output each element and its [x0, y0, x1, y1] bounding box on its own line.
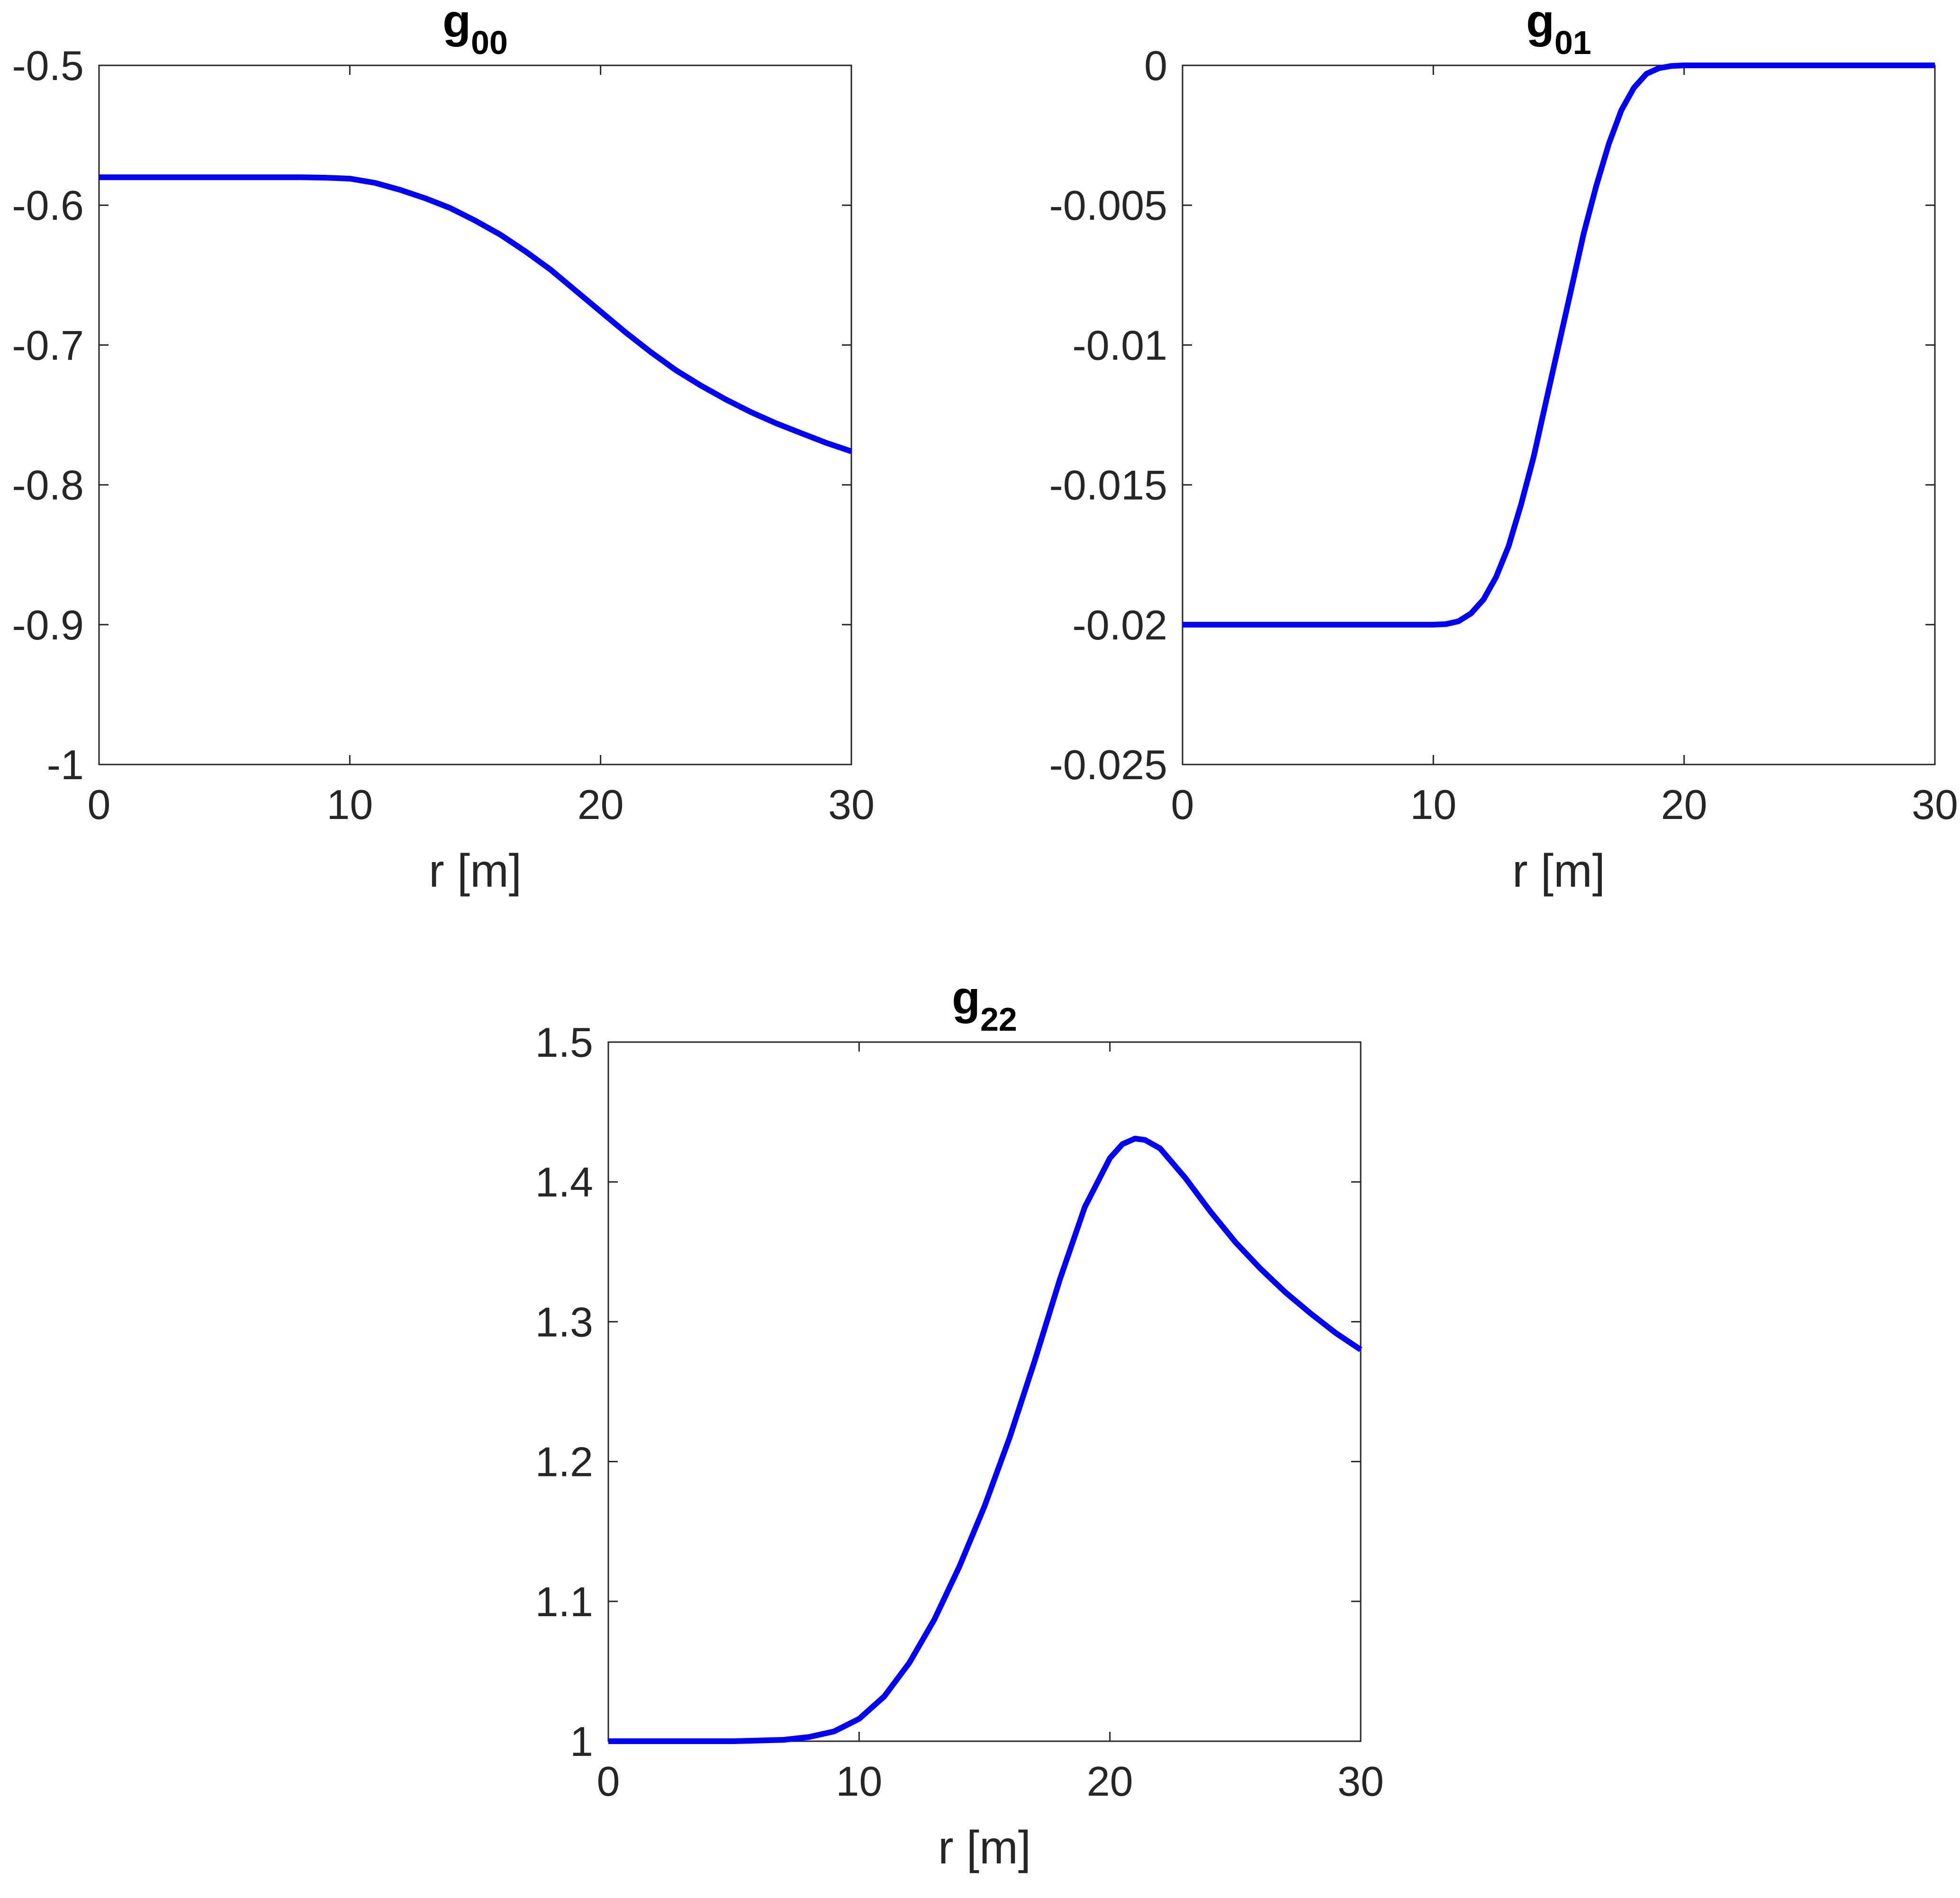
y-tick-label: -0.5	[12, 42, 84, 89]
y-tick-label: -0.8	[12, 462, 84, 509]
x-axis-label: r [m]	[429, 845, 522, 897]
chart-title-subscript: 22	[980, 1001, 1017, 1038]
y-tick-label: -1	[47, 741, 84, 788]
plot-area-frame	[1182, 64, 1936, 765]
y-tick-label: 1.4	[535, 1159, 593, 1205]
x-tick-label: 30	[1337, 1758, 1384, 1805]
y-tick-label: -0.01	[1072, 322, 1167, 369]
y-tick-label: -0.02	[1072, 602, 1167, 648]
y-tick-label: -0.6	[12, 182, 84, 229]
series-line-0	[1183, 63, 1935, 628]
series-line-0	[99, 174, 852, 454]
x-tick-label: 0	[88, 781, 111, 828]
chart-title-symbol: g	[952, 971, 980, 1024]
y-tick-label: -0.025	[1049, 741, 1167, 788]
chart-title: g01	[1526, 0, 1591, 61]
y-tick-label: 0	[1144, 42, 1167, 89]
chart-title-symbol: g	[1526, 0, 1554, 47]
plot-area-frame	[98, 64, 852, 765]
series-line-0	[608, 1135, 1363, 1744]
x-tick-label: 10	[326, 781, 373, 828]
y-tick-label: -0.005	[1049, 182, 1167, 229]
chart-title-symbol: g	[443, 0, 471, 47]
x-tick-label: 20	[1661, 781, 1707, 828]
y-tick-label: 1.3	[535, 1298, 593, 1345]
plot-area-frame	[607, 1041, 1362, 1742]
chart-title: g00	[443, 0, 508, 61]
x-tick-label: 30	[1912, 781, 1958, 828]
x-tick-label: 20	[1087, 1758, 1133, 1805]
chart-panel-g00: 0 10 20 30 -1 -0.9 -0.8 -0.7 -0.6 -0.5 r [m] g00	[12, 0, 875, 897]
y-tick-label: 1	[570, 1718, 593, 1765]
x-axis-label: r [m]	[1512, 845, 1605, 897]
x-tick-label: 10	[1410, 781, 1456, 828]
x-tick-label: 10	[836, 1758, 882, 1805]
x-axis-label: r [m]	[938, 1821, 1031, 1873]
chart-title-subscript: 01	[1554, 24, 1591, 61]
chart-title-subscript: 00	[471, 24, 508, 61]
x-tick-label: 30	[828, 781, 875, 828]
x-tick-label: 0	[597, 1758, 620, 1805]
y-tick-label: 1.1	[535, 1578, 593, 1625]
y-tick-label: -0.9	[12, 602, 84, 648]
y-tick-label: 1.2	[535, 1439, 593, 1485]
y-tick-label: 1.5	[535, 1019, 593, 1066]
chart-panel-g22: 0 10 20 30 1 1.1 1.2 1.3 1.4 1.5 r [m] g22	[535, 971, 1384, 1873]
y-tick-label: -0.7	[12, 322, 84, 369]
x-tick-label: 0	[1171, 781, 1194, 828]
x-tick-label: 20	[578, 781, 624, 828]
y-tick-label: -0.015	[1049, 462, 1167, 509]
chart-title: g22	[952, 971, 1017, 1038]
